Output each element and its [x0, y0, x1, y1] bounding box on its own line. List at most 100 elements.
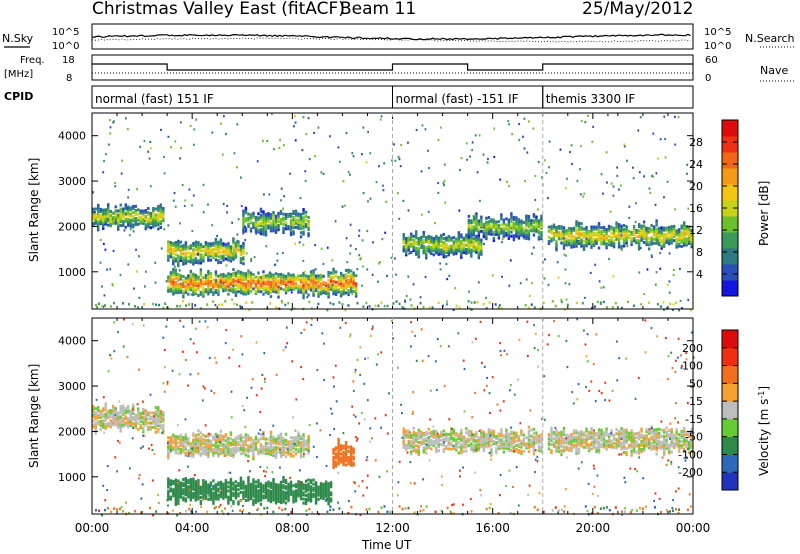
range-gate-cell: [104, 216, 107, 220]
range-gate-cell: [407, 433, 410, 437]
range-gate-cell: [227, 282, 230, 286]
range-gate-cell: [442, 253, 445, 257]
range-gate-cell: [212, 447, 215, 451]
range-gate-cell: [124, 225, 127, 229]
range-gate-cell: [562, 428, 566, 432]
range-gate-cell: [132, 230, 135, 233]
range-gate-cell: [212, 251, 215, 255]
range-gate-cell: [424, 275, 427, 279]
range-gate-cell: [135, 248, 137, 251]
range-gate-cell: [317, 497, 320, 501]
range-gate-cell: [227, 442, 230, 446]
range-gate-cell: [257, 218, 260, 222]
range-gate-cell: [662, 238, 666, 242]
range-gate-cell: [124, 423, 127, 427]
range-gate-cell: [347, 458, 350, 462]
range-gate-cell: [233, 152, 236, 155]
range-gate-cell: [229, 437, 233, 441]
range-gate-cell: [600, 226, 603, 230]
range-gate-cell: [192, 440, 195, 444]
range-gate-cell: [417, 430, 420, 434]
range-gate-cell: [520, 429, 523, 433]
range-gate-cell: [109, 425, 112, 429]
range-gate-cell: [269, 302, 272, 305]
range-gate-cell: [257, 497, 260, 501]
range-gate-cell: [304, 280, 308, 284]
range-gate-cell: [670, 227, 673, 231]
range-gate-cell: [349, 445, 353, 449]
range-gate-cell: [187, 292, 190, 296]
range-gate-cell: [482, 436, 486, 440]
range-gate-cell: [562, 228, 566, 232]
range-gate-cell: [393, 257, 396, 260]
range-gate-cell: [527, 219, 531, 223]
range-gate-cell: [410, 236, 413, 240]
range-gate-cell: [294, 452, 298, 456]
range-gate-cell: [262, 232, 265, 236]
range-gate-cell: [293, 125, 295, 128]
range-gate-cell: [407, 240, 410, 244]
range-gate-cell: [247, 494, 250, 498]
range-gate-cell: [236, 166, 238, 169]
range-gate-cell: [189, 496, 193, 500]
range-gate-cell: [515, 226, 518, 230]
range-gate-cell: [510, 436, 513, 440]
range-gate-cell: [322, 494, 325, 498]
range-gate-cell: [264, 229, 268, 233]
range-gate-cell: [677, 230, 681, 234]
range-gate-cell: [239, 257, 243, 261]
range-gate-cell: [562, 242, 566, 246]
range-gate-cell: [314, 278, 318, 282]
range-gate-cell: [209, 495, 213, 499]
range-gate-cell: [495, 228, 498, 232]
range-gate-cell: [147, 217, 150, 221]
range-gate-cell: [284, 303, 287, 307]
range-gate-cell: [600, 232, 603, 236]
range-gate-cell: [394, 159, 397, 162]
range-gate-cell: [415, 252, 418, 256]
range-gate-cell: [232, 286, 235, 290]
range-gate-cell: [493, 127, 496, 130]
range-gate-cell: [279, 499, 283, 503]
range-gate-cell: [242, 262, 245, 266]
range-gate-cell: [229, 249, 233, 253]
range-gate-cell: [645, 234, 648, 238]
range-gate-cell: [505, 233, 508, 237]
range-gate-cell: [592, 125, 595, 128]
range-gate-cell: [472, 243, 476, 247]
range-gate-cell: [620, 306, 623, 310]
range-gate-cell: [562, 232, 566, 236]
range-gate-cell: [477, 256, 481, 260]
range-gate-cell: [519, 282, 522, 285]
range-gate-cell: [520, 443, 523, 447]
range-gate-cell: [497, 434, 501, 438]
range-gate-cell: [174, 270, 178, 274]
range-gate-cell: [435, 433, 438, 437]
range-gate-cell: [274, 272, 278, 276]
range-gate-cell: [530, 444, 533, 448]
range-gate-cell: [447, 237, 450, 241]
range-gate-cell: [277, 491, 280, 495]
range-gate-cell: [482, 233, 486, 237]
range-gate-cell: [680, 224, 683, 228]
range-gate-cell: [662, 234, 666, 238]
range-gate-cell: [480, 242, 483, 246]
range-gate-cell: [534, 174, 537, 178]
range-gate-cell: [249, 491, 253, 495]
range-gate-cell: [680, 232, 683, 236]
range-gate-cell: [508, 123, 510, 126]
range-gate-cell: [222, 279, 225, 283]
range-gate-cell: [227, 250, 230, 254]
range-gate-cell: [94, 421, 97, 425]
range-gate-cell: [417, 444, 420, 448]
range-gate-cell: [465, 427, 468, 431]
range-gate-cell: [520, 451, 523, 455]
range-gate-cell: [172, 282, 175, 286]
range-gate-cell: [249, 446, 253, 450]
range-gate-cell: [219, 273, 223, 277]
range-gate-cell: [562, 437, 566, 441]
range-gate-cell: [344, 291, 348, 295]
range-gate-cell: [317, 489, 320, 493]
range-gate-cell: [430, 247, 433, 251]
range-gate-cell: [225, 132, 227, 136]
